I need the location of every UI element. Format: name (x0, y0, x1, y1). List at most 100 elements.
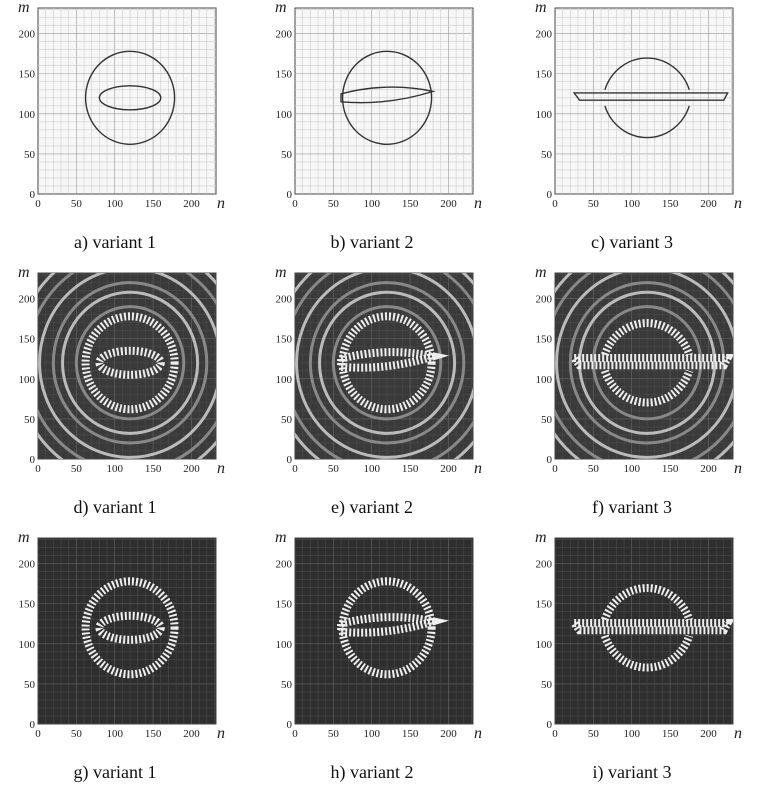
x-tick-label: 100 (106, 198, 123, 210)
caption: f) variant 3 (592, 497, 672, 518)
x-tick-label: 100 (623, 728, 640, 740)
x-tick-label: 150 (402, 463, 419, 475)
y-tick-label: 150 (536, 334, 553, 346)
y-tick-label: 150 (276, 334, 293, 346)
y-tick-label: 150 (536, 599, 553, 611)
y-tick-label: 50 (281, 679, 293, 691)
y-tick-label: 100 (536, 109, 553, 121)
caption: h) variant 2 (331, 762, 414, 783)
y-tick-label: 150 (276, 599, 293, 611)
y-tick-label: 100 (536, 639, 553, 651)
x-axis-label: n (474, 195, 482, 212)
caption: d) variant 1 (74, 497, 157, 518)
plot-area (38, 538, 216, 724)
x-tick-label: 50 (588, 463, 600, 475)
y-tick-label: 100 (276, 374, 293, 386)
x-tick-label: 150 (662, 463, 679, 475)
y-tick-label: 200 (536, 559, 553, 571)
x-tick-label: 0 (292, 463, 298, 475)
x-tick-label: 150 (662, 728, 679, 740)
y-axis-label: m (18, 0, 30, 16)
x-tick-label: 200 (700, 198, 717, 210)
x-tick-label: 200 (183, 728, 200, 740)
x-tick-label: 100 (363, 198, 380, 210)
x-tick-label: 50 (71, 198, 83, 210)
plot-area (295, 538, 473, 724)
y-tick-label: 200 (19, 559, 36, 571)
x-tick-label: 200 (440, 463, 457, 475)
y-axis-label: m (535, 529, 547, 546)
y-tick-label: 150 (19, 599, 36, 611)
y-tick-label: 100 (536, 374, 553, 386)
x-tick-label: 100 (106, 728, 123, 740)
x-tick-label: 150 (662, 198, 679, 210)
x-tick-label: 50 (588, 728, 600, 740)
x-axis-label: n (734, 195, 742, 212)
x-tick-label: 50 (328, 463, 340, 475)
panel: 005050100100150150200200mnh) variant 2 (275, 529, 482, 783)
x-tick-label: 200 (700, 728, 717, 740)
x-tick-label: 150 (145, 198, 162, 210)
caption: i) variant 3 (593, 762, 672, 783)
x-tick-label: 200 (440, 728, 457, 740)
x-tick-label: 0 (35, 463, 41, 475)
x-axis-label: n (474, 460, 482, 477)
y-tick-label: 200 (19, 294, 36, 306)
y-tick-label: 100 (19, 374, 36, 386)
y-tick-label: 150 (276, 69, 293, 81)
x-tick-label: 0 (552, 728, 558, 740)
plot-area (38, 273, 216, 459)
x-axis-label: n (474, 725, 482, 742)
y-tick-label: 200 (276, 29, 293, 41)
x-axis-label: n (217, 195, 225, 212)
x-tick-label: 150 (402, 728, 419, 740)
plot-area (295, 273, 473, 459)
x-axis-label: n (217, 460, 225, 477)
caption: c) variant 3 (591, 232, 673, 253)
x-tick-label: 200 (440, 198, 457, 210)
y-tick-label: 150 (19, 334, 36, 346)
y-axis-label: m (535, 264, 547, 281)
x-tick-label: 200 (183, 198, 200, 210)
x-tick-label: 100 (363, 463, 380, 475)
x-tick-label: 150 (145, 728, 162, 740)
panel: 005050100100150150200200mng) variant 1 (18, 529, 225, 783)
x-tick-label: 0 (35, 198, 41, 210)
x-tick-label: 50 (588, 198, 600, 210)
panel: 005050100100150150200200mnf) variant 3 (532, 243, 762, 518)
y-tick-label: 50 (281, 149, 293, 161)
y-tick-label: 50 (24, 149, 36, 161)
y-tick-label: 200 (276, 294, 293, 306)
y-tick-label: 150 (19, 69, 36, 81)
x-tick-label: 150 (145, 463, 162, 475)
y-tick-label: 200 (276, 559, 293, 571)
y-tick-label: 50 (281, 414, 293, 426)
y-tick-label: 50 (541, 679, 553, 691)
plot-area (555, 8, 733, 194)
panel: 005050100100150150200200mnc) variant 3 (535, 0, 742, 253)
y-tick-label: 100 (19, 109, 36, 121)
x-tick-label: 0 (552, 198, 558, 210)
y-axis-label: m (535, 0, 547, 16)
y-tick-label: 50 (541, 149, 553, 161)
x-tick-label: 0 (552, 463, 558, 475)
x-tick-label: 150 (402, 198, 419, 210)
x-tick-label: 50 (71, 728, 83, 740)
y-axis-label: m (18, 264, 30, 281)
caption: a) variant 1 (74, 232, 156, 253)
plot-area (38, 8, 216, 194)
y-tick-label: 50 (24, 414, 36, 426)
y-tick-label: 200 (536, 294, 553, 306)
y-tick-label: 200 (536, 29, 553, 41)
x-tick-label: 100 (623, 463, 640, 475)
x-axis-label: n (734, 460, 742, 477)
y-axis-label: m (275, 529, 287, 546)
y-axis-label: m (275, 264, 287, 281)
y-tick-label: 100 (19, 639, 36, 651)
caption: e) variant 2 (331, 497, 413, 518)
x-tick-label: 50 (328, 728, 340, 740)
